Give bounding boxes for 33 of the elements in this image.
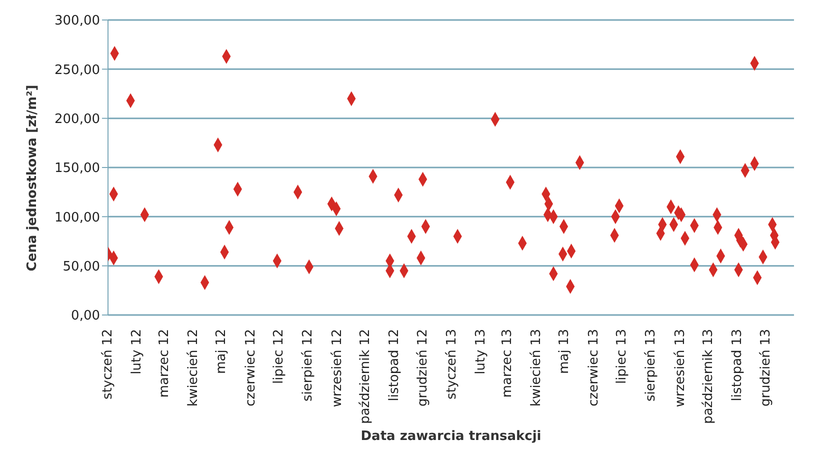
- x-tick-label: wrzesień 13: [672, 329, 688, 408]
- x-tick-label: grudzień 12: [415, 329, 430, 406]
- x-tick-label: lipiec 12: [272, 329, 287, 384]
- x-tick-label: luty 12: [130, 329, 145, 374]
- x-tick-label: czerwiec 12: [243, 329, 258, 406]
- x-tick-label: marzec 12: [156, 329, 172, 398]
- y-tick-label: 150,00: [54, 161, 100, 176]
- y-tick-label: 250,00: [54, 62, 100, 78]
- x-tick-label: sierpień 13: [644, 329, 659, 402]
- x-tick-label: listopad 13: [730, 329, 746, 402]
- y-axis-title: Cena jednostkowa [zł/m²]: [25, 84, 40, 272]
- x-tick-label: czerwiec 13: [586, 329, 602, 406]
- x-tick-label: październik 13: [700, 329, 716, 424]
- x-tick-label: marzec 13: [500, 329, 515, 398]
- x-tick-label: styczeń 12: [100, 329, 116, 400]
- x-tick-label: kwiecień 12: [186, 329, 202, 406]
- x-tick-label: styczeń 13: [444, 329, 460, 400]
- x-tick-label: sierpień 12: [300, 329, 316, 402]
- x-tick-label: luty 13: [474, 329, 489, 374]
- x-tick-label: maj 12: [214, 329, 230, 374]
- x-tick-label: listopad 12: [387, 329, 402, 402]
- y-tick-label: 0,00: [71, 308, 100, 324]
- x-tick-label: maj 13: [557, 329, 572, 374]
- y-tick-label: 100,00: [54, 210, 100, 226]
- y-tick-label: 50,00: [62, 259, 100, 274]
- x-tick-label: październik 12: [358, 329, 373, 424]
- x-tick-label: wrzesień 12: [330, 329, 345, 408]
- x-tick-label: lipiec 13: [614, 329, 630, 384]
- x-tick-label: kwiecień 13: [529, 329, 544, 406]
- x-tick-label: grudzień 13: [758, 329, 774, 406]
- y-tick-label: 200,00: [54, 112, 100, 127]
- x-axis-title: Data zawarcia transakcji: [360, 429, 542, 444]
- y-tick-label: 300,00: [54, 14, 100, 29]
